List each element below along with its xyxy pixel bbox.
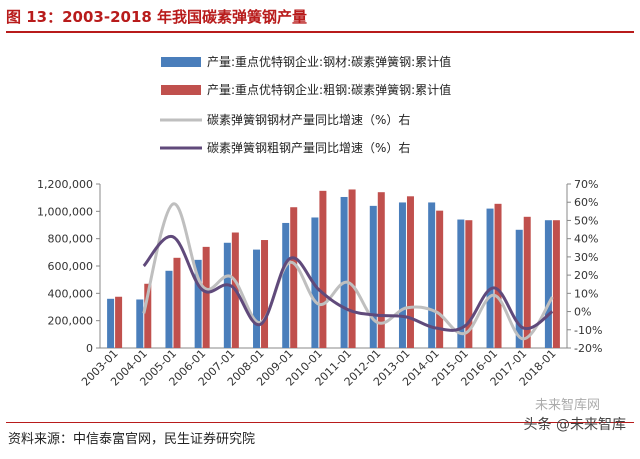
bar-crude	[290, 207, 298, 348]
left-tick-label: 0	[86, 342, 93, 355]
right-tick-label: -20%	[574, 342, 602, 355]
x-axis-labels: 2003-012004-012005-012006-012007-012008-…	[79, 347, 559, 389]
legend-label-2: 碳素弹簧钢钢材产量同比增速（%）右	[207, 112, 410, 127]
left-tick-label: 800,000	[48, 233, 94, 246]
right-tick-label: 50%	[574, 214, 598, 227]
legend-label-1: 产量:重点优特钢企业:粗钢:碳素弹簧钢:累计值	[207, 82, 451, 97]
axes: 0 200,000 400,000 600,000 800,000 1,000,000 1,…	[37, 178, 602, 355]
legend-label-0: 产量:重点优特钢企业:钢材:碳素弹簧钢:累计值	[207, 54, 451, 69]
bottom-rule	[6, 422, 634, 423]
bar-steel	[515, 229, 523, 348]
legend-label-3: 碳素弹簧钢粗钢产量同比增速（%）右	[207, 140, 410, 155]
bar-steel	[369, 205, 377, 348]
bar-steel	[194, 259, 202, 348]
watermark-faint: 未来智库网	[534, 398, 600, 413]
lines	[142, 202, 554, 341]
bar-steel	[398, 202, 406, 348]
bar-steel	[428, 202, 436, 348]
source-note: 资料来源：中信泰富官网，民生证券研究院	[8, 432, 256, 447]
bar-crude	[552, 220, 560, 348]
line-crude-growth	[142, 235, 554, 332]
bar-steel	[544, 220, 552, 348]
figure-title: 图 13：2003-2018 年我国碳素弹簧钢产量	[6, 8, 308, 26]
right-tick-label: 30%	[574, 251, 598, 264]
bar-crude	[261, 240, 269, 348]
bar-crude	[377, 192, 385, 348]
right-tick-label: 10%	[574, 287, 598, 300]
watermark: 头条 @未来智库	[523, 417, 626, 433]
bar-steel	[165, 270, 173, 348]
bar-steel	[136, 299, 144, 348]
bar-steel	[282, 222, 290, 348]
title-rule	[6, 31, 634, 33]
bar-crude	[406, 196, 414, 348]
left-tick-label: 400,000	[48, 287, 94, 300]
bar-crude	[319, 190, 327, 348]
bar-steel	[107, 298, 115, 348]
bar-steel	[457, 219, 465, 348]
right-tick-label: 60%	[574, 196, 598, 209]
chart: 产量:重点优特钢企业:钢材:碳素弹簧钢:累计值产量:重点优特钢企业:粗钢:碳素弹…	[37, 54, 602, 389]
bar-crude	[436, 210, 444, 348]
bar-steel	[486, 208, 494, 348]
right-tick-label: 0%	[574, 306, 591, 319]
legend: 产量:重点优特钢企业:钢材:碳素弹簧钢:累计值产量:重点优特钢企业:粗钢:碳素弹…	[160, 54, 451, 155]
bar-crude	[115, 296, 123, 348]
legend-swatch-0	[161, 57, 201, 67]
bar-crude	[494, 203, 502, 348]
bar-crude	[465, 220, 473, 348]
left-tick-label: 200,000	[48, 315, 94, 328]
bar-steel	[340, 196, 348, 348]
right-tick-label: 20%	[574, 269, 598, 282]
right-tick-label: 70%	[574, 178, 598, 191]
bar-crude	[144, 283, 152, 348]
right-tick-label: 40%	[574, 233, 598, 246]
bars	[107, 189, 560, 348]
bar-steel	[253, 249, 261, 348]
left-tick-label: 1,000,000	[37, 205, 93, 218]
line-steel-growth	[142, 202, 554, 341]
left-tick-label: 1,200,000	[37, 178, 93, 191]
bar-crude	[523, 216, 531, 348]
bar-crude	[202, 246, 210, 348]
bar-steel	[223, 242, 231, 348]
right-tick-label: -10%	[574, 324, 602, 337]
bar-crude	[348, 189, 356, 348]
left-tick-label: 600,000	[48, 260, 94, 273]
legend-swatch-1	[161, 85, 201, 95]
bar-crude	[173, 257, 181, 348]
